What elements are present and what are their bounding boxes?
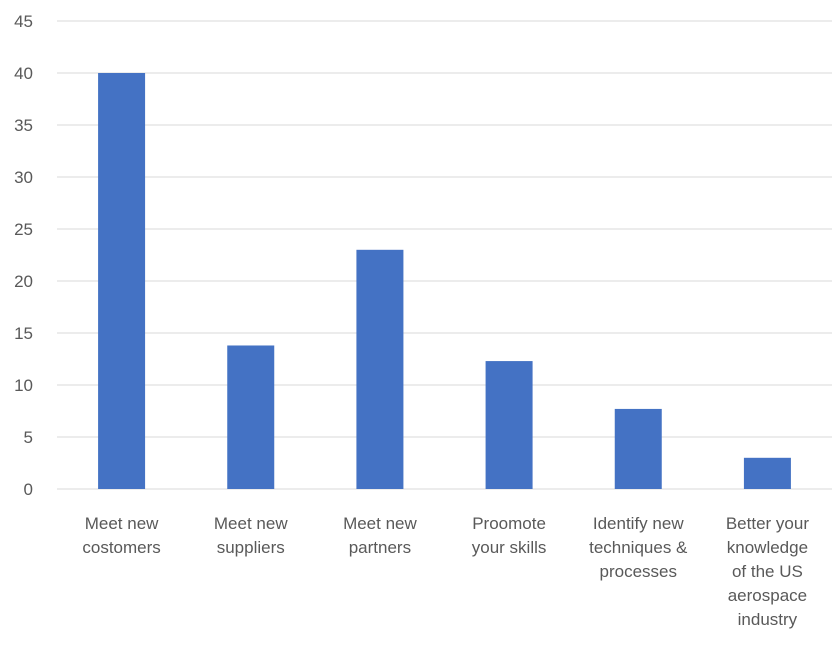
y-axis: 0 5 10 15 20 25 30 35 40 45 (14, 12, 33, 499)
x-tick-label-line: Proomote (472, 514, 546, 533)
gridlines (57, 20, 832, 490)
bar (227, 345, 275, 489)
bar (356, 249, 404, 489)
x-tick-label-line: industry (738, 610, 798, 629)
x-tick-label: Meet new costomers (82, 514, 160, 557)
x-tick-label: Proomote your skills (472, 514, 547, 557)
x-tick-label: Meet new suppliers (214, 514, 288, 557)
y-tick-label: 0 (24, 480, 33, 499)
x-tick-label-line: your skills (472, 538, 547, 557)
bar (98, 73, 146, 489)
bar (485, 361, 533, 489)
bar (614, 408, 662, 489)
x-tick-label-line: techniques & (589, 538, 688, 557)
x-tick-label-line: knowledge (727, 538, 808, 557)
x-tick-label-line: Better your (726, 514, 809, 533)
y-tick-label: 40 (14, 64, 33, 83)
x-tick-label-line: Meet new (85, 514, 159, 533)
y-tick-label: 5 (24, 428, 33, 447)
x-tick-label: Better your knowledge of the US aerospace in… (726, 514, 809, 629)
y-tick-label: 25 (14, 220, 33, 239)
x-tick-label-line: processes (600, 562, 677, 581)
x-tick-label-line: Identify new (593, 514, 684, 533)
y-tick-label: 10 (14, 376, 33, 395)
x-tick-label-line: costomers (82, 538, 160, 557)
bar (743, 457, 791, 489)
y-tick-label: 45 (14, 12, 33, 31)
y-tick-label: 30 (14, 168, 33, 187)
x-tick-label-line: Meet new (343, 514, 417, 533)
x-tick-label-line: Meet new (214, 514, 288, 533)
y-tick-label: 20 (14, 272, 33, 291)
y-tick-label: 35 (14, 116, 33, 135)
x-tick-label-line: partners (349, 538, 411, 557)
x-tick-label: Meet new partners (343, 514, 417, 557)
x-tick-label-line: suppliers (217, 538, 285, 557)
x-tick-label-line: aerospace (728, 586, 807, 605)
x-tick-label: Identify new techniques & processes (589, 514, 688, 581)
bars (98, 73, 791, 489)
x-tick-label-line: of the US (732, 562, 803, 581)
y-tick-label: 15 (14, 324, 33, 343)
